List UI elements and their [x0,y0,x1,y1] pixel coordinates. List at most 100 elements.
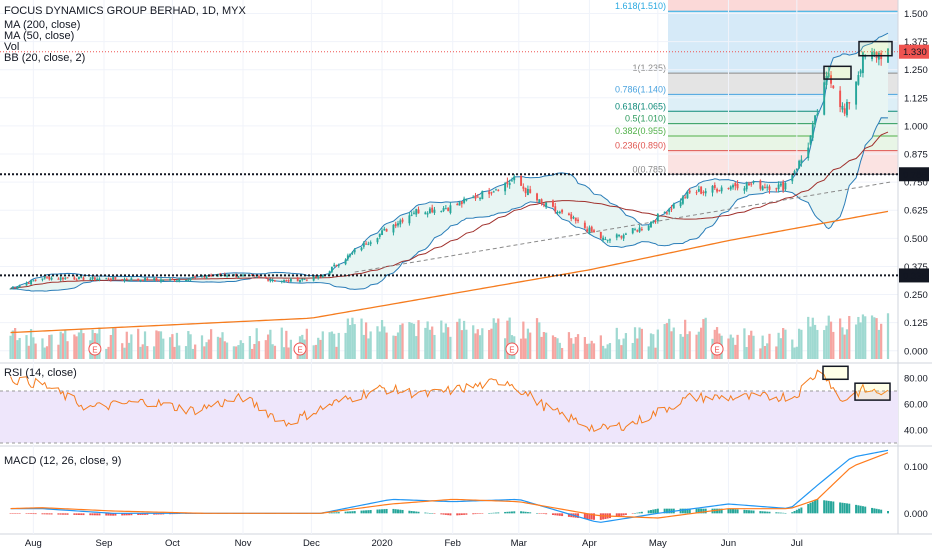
candle-body [827,73,830,78]
macd-histogram-bar [784,512,787,514]
candle-body [843,108,846,114]
macd-histogram-bar [782,512,785,514]
earnings-marker-icon [505,342,519,356]
candle-body [226,275,229,277]
signal-line [10,452,889,519]
candle-body [743,188,746,191]
candle-body [599,231,602,239]
volume-bar [793,347,796,359]
candle-body [237,276,240,278]
legend-ma200[interactable]: MA (200, close) [4,19,81,31]
candle-body [779,183,782,186]
macd-histogram-bar [433,513,436,514]
volume-bar [478,335,482,359]
macd-histogram-bar [823,500,826,514]
candle-body [73,277,76,280]
macd-histogram-bar [763,511,766,514]
volume-bar [586,343,589,359]
candle-body [864,56,867,58]
volume-bar [305,328,308,359]
volume-bar [652,334,655,359]
candle-body [349,253,352,256]
macd-histogram-bar [75,513,78,515]
volume-bar [841,327,844,359]
volume-bar [702,319,705,359]
price-axis[interactable]: 1.500 1.375 1.250 1.125 1.000 0.875 0.750 0.625… [899,9,929,520]
legend-rsi[interactable]: RSI (14, close) [4,367,77,379]
macd-histogram-bar [841,502,844,514]
time-tick-label: 2020 [371,538,392,549]
candle-body [189,278,192,281]
candle-body [82,277,85,280]
time-axis[interactable]: Aug Sep Oct Nov Dec 2020 Feb Mar Apr May Jun Jul [25,538,803,549]
legend-vol[interactable]: Vol [4,41,20,53]
volume-bar [399,324,402,359]
highlight-boxes[interactable] [823,40,893,80]
macd-histogram-bar [663,508,666,514]
volume-bar [383,326,386,359]
macd-histogram-bar [855,504,858,514]
volume-bar [503,338,507,359]
candle-body [640,229,643,231]
legend-bb[interactable]: BB (20, close, 2) [4,52,86,64]
volume-bar [839,318,842,359]
volume-bar [319,339,322,359]
candle-body [752,181,755,183]
candle-body [795,168,798,171]
macd-histogram-bar [586,513,589,519]
macd-histogram-bar [588,513,591,520]
volume-bar [394,335,397,359]
candle-body [141,279,144,281]
candle-body [727,188,730,190]
candle-body [50,277,53,280]
volume-bar [216,336,220,359]
macd-histogram-bar [827,500,830,514]
candle-body [75,279,78,281]
legend-ma50[interactable]: MA (50, close) [4,30,75,42]
volume-bar [225,342,229,359]
volume-bar [189,334,192,359]
candle-body [410,214,413,216]
candle-body [618,234,621,237]
candle-body [490,192,493,194]
candle-body [34,279,37,281]
candle-body [488,191,491,195]
candle-body [542,203,545,206]
volume-bar [364,322,368,359]
legend-macd[interactable]: MACD (12, 26, close, 9) [4,455,122,467]
macd-histogram-bar [121,513,124,516]
candle-body [98,278,101,280]
candle-body [171,279,174,281]
macd-histogram-bar [554,513,557,516]
volume-bar [114,327,117,359]
macd-histogram-bar [408,510,411,514]
macd-histogram-bar [743,509,746,514]
macd-histogram-bar [141,513,144,515]
candle-body [417,209,420,214]
price-tick-label: 1.375 [904,37,928,48]
volume-bar [736,334,739,359]
volume-bar [592,343,596,359]
volume-bar [251,348,254,359]
macd-histogram-bar [9,513,12,514]
volume-bar [827,315,830,359]
fib-label: 0.618(1.065) [615,101,666,111]
macd-histogram-bar [495,512,497,514]
time-tick-label: Mar [511,538,527,549]
macd-histogram-bar [353,511,356,514]
horizontal-levels[interactable] [0,51,898,277]
volume-bar [857,316,860,359]
candle-body [718,190,721,192]
candle-body [296,277,299,282]
candle-body [663,211,666,213]
candle-body [41,278,44,280]
volume-bar [576,334,580,359]
earnings-label: E [92,346,97,355]
candle-body [638,227,641,232]
time-tick-label: Jun [721,538,736,549]
volume-bar [360,318,363,359]
volume-bar [784,329,787,359]
macd-histogram-bar [490,512,493,514]
macd-histogram-bar [857,505,860,514]
